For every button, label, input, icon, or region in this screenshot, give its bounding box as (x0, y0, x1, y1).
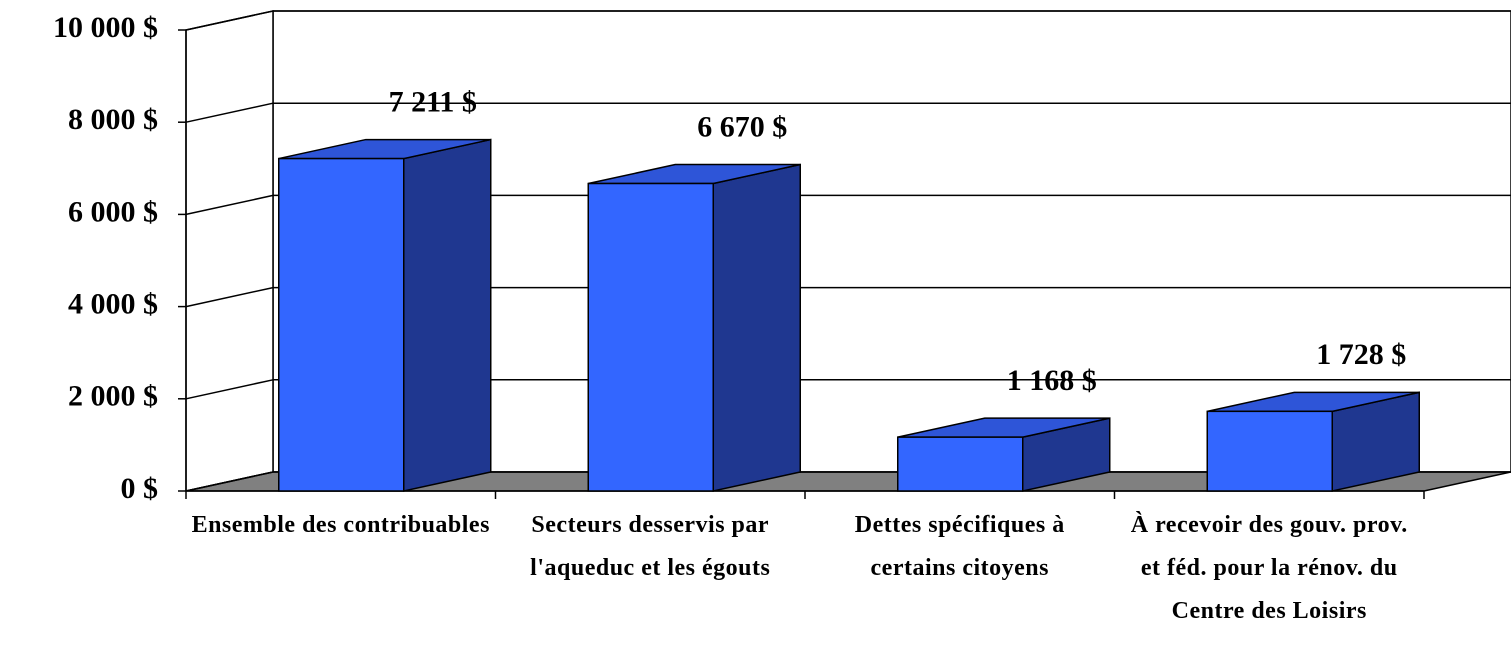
bar-side (403, 138, 492, 492)
value-label: 1 728 $ (1316, 338, 1406, 371)
y-tick-label: 8 000 $ (68, 103, 158, 136)
bar (1206, 410, 1333, 492)
y-tick-label: 4 000 $ (68, 287, 158, 320)
grid-line-side (185, 286, 274, 308)
grid-line-side (185, 194, 274, 216)
grid-line-side (185, 379, 274, 400)
bar (278, 157, 405, 492)
grid-line-side (185, 102, 274, 123)
y-tick-label: 2 000 $ (68, 380, 158, 413)
y-tick-label: 10 000 $ (53, 11, 158, 44)
bar (587, 182, 714, 492)
value-label: 7 211 $ (389, 85, 477, 118)
x-tick-label: Dettes spécifiques à certains citoyens (854, 512, 1065, 581)
y-tick-label: 0 $ (121, 472, 159, 505)
x-tick-label: À recevoir des gouv. prov. et féd. pour … (1130, 512, 1408, 624)
x-tick-label: Ensemble des contribuables (191, 512, 490, 538)
x-tick-label: Secteurs desservis par l'aqueduc et les … (530, 512, 771, 581)
value-label: 1 168 $ (1007, 364, 1097, 397)
value-label: 6 670 $ (697, 110, 787, 143)
side-wall (185, 10, 274, 492)
grid-line-side (185, 10, 274, 31)
grid-line-side (185, 471, 274, 492)
bar (897, 436, 1024, 492)
y-tick-label: 6 000 $ (68, 195, 158, 228)
bar-side (712, 163, 801, 492)
